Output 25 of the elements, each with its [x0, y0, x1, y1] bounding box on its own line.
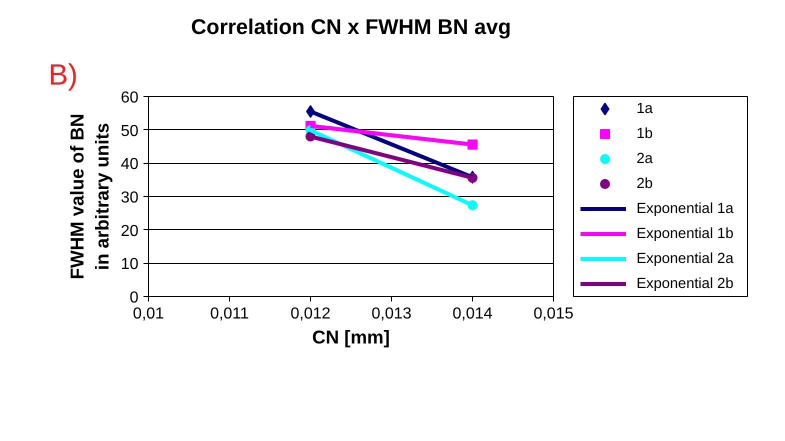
x-tick-label: 0,01	[132, 306, 164, 322]
x-tick-label: 0,012	[290, 306, 331, 322]
y-tick-label: 0	[130, 290, 139, 306]
y-tick-label: 50	[120, 122, 139, 140]
text: B)	[48, 58, 78, 92]
legend-label: Exponential 2a	[636, 251, 734, 267]
x-tick-label: 0,013	[371, 306, 412, 322]
legend-label: 1b	[636, 126, 653, 142]
y-axis-title: FWHM value of BN in arbitrary units	[66, 114, 113, 280]
legend-label: 2a	[636, 151, 654, 167]
x-tick-label: 0,014	[452, 306, 493, 322]
legend-label: 1a	[636, 101, 654, 117]
x-axis-title: CN [mm]	[312, 326, 390, 348]
y-tick-label: 30	[120, 190, 139, 206]
y-tick-label: 10	[120, 256, 139, 274]
y-tick-label: 60	[120, 90, 139, 106]
legend-label: Exponential 1b	[636, 226, 734, 242]
chart-title: Correlation CN x FWHM BN avg	[191, 15, 511, 39]
x-tick-label: 0,015	[533, 306, 574, 322]
legend-label: Exponential 2b	[636, 276, 734, 292]
legend-label: 2b	[636, 176, 653, 192]
x-tick-label: 0,011	[210, 306, 250, 322]
y-tick-label: 20	[120, 222, 139, 240]
y-tick-label: 40	[120, 156, 139, 174]
legend-label: Exponential 1a	[636, 201, 734, 217]
